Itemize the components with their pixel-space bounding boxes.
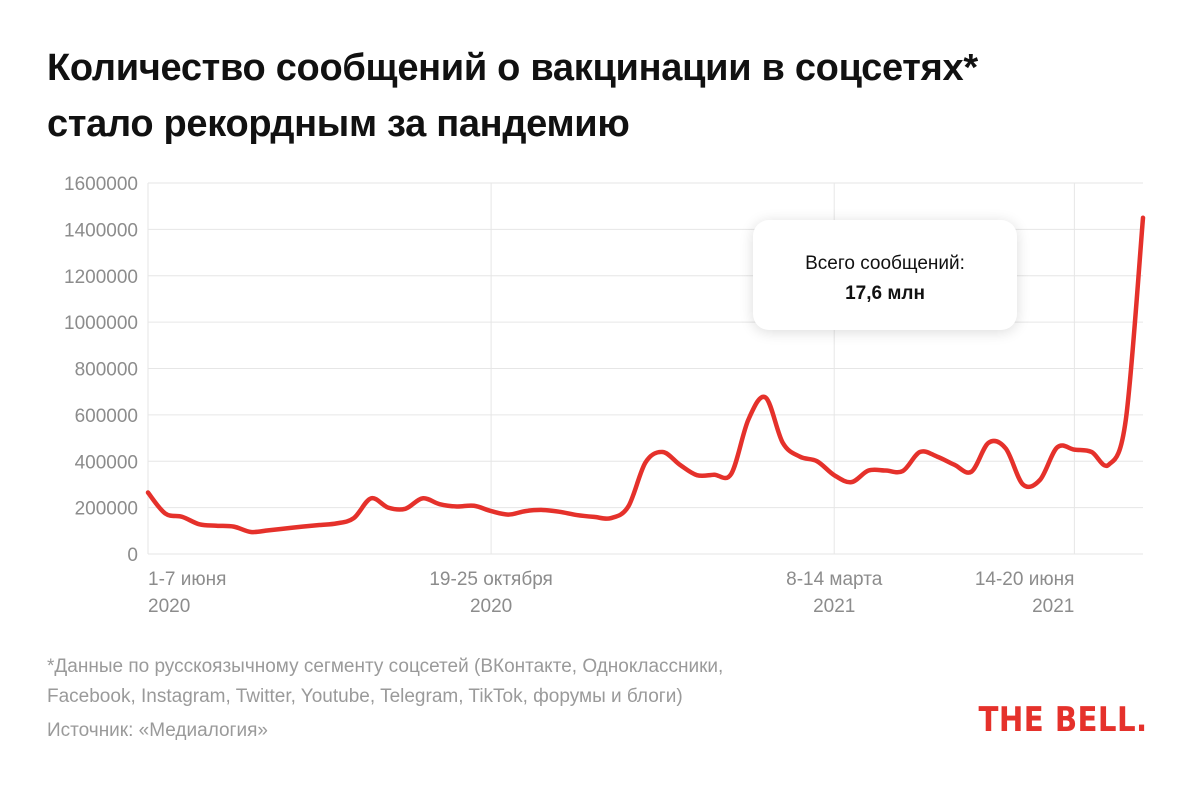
y-tick-label: 1400000 [64, 220, 138, 241]
the-bell-logo: THE BELL. [978, 700, 1148, 740]
y-tick-label: 1600000 [64, 174, 138, 195]
footnote-line-1: *Данные по русскоязычному сегменту соцсе… [47, 656, 724, 677]
x-tick-year: 2021 [813, 596, 855, 617]
series-line [145, 215, 1146, 535]
y-axis: 0 200000 400000 600000 800000 1000000 1200000 1… [64, 174, 138, 566]
y-tick-label: 200000 [75, 499, 138, 520]
footnote: *Данные по русскоязычному сегменту соцсе… [47, 652, 907, 712]
x-tick-label: 1-7 июня [148, 569, 226, 590]
x-tick-label: 14-20 июня [975, 569, 1075, 590]
callout-value: 17,6 млн [845, 283, 925, 304]
x-tick-label: 19-25 октября [429, 569, 552, 590]
chart-title: Количество сообщений о вакцинации в соцс… [47, 40, 1157, 152]
x-axis: 1-7 июня 2020 19-25 октября 2020 8-14 марта 2… [148, 569, 1074, 617]
y-tick-label: 400000 [75, 452, 138, 473]
x-tick-label: 8-14 марта [786, 569, 883, 590]
y-tick-label: 1200000 [64, 267, 138, 288]
source-note: Источник: «Медиалогия» [47, 720, 268, 741]
title-line-1: Количество сообщений о вакцинации в соцс… [47, 47, 978, 89]
footnote-line-2: Facebook, Instagram, Twitter, Youtube, T… [47, 686, 683, 707]
total-callout: Всего сообщений: 17,6 млн [753, 220, 1017, 330]
callout-label: Всего сообщений: [805, 253, 965, 274]
y-tick-label: 600000 [75, 406, 138, 427]
x-tick-year: 2020 [470, 596, 512, 617]
y-tick-label: 800000 [75, 360, 138, 381]
x-tick-year: 2021 [1032, 596, 1074, 617]
title-line-2: стало рекордным за пандемию [47, 103, 630, 145]
x-tick-year: 2020 [148, 596, 190, 617]
y-tick-label: 0 [127, 545, 138, 566]
y-tick-label: 1000000 [64, 313, 138, 334]
